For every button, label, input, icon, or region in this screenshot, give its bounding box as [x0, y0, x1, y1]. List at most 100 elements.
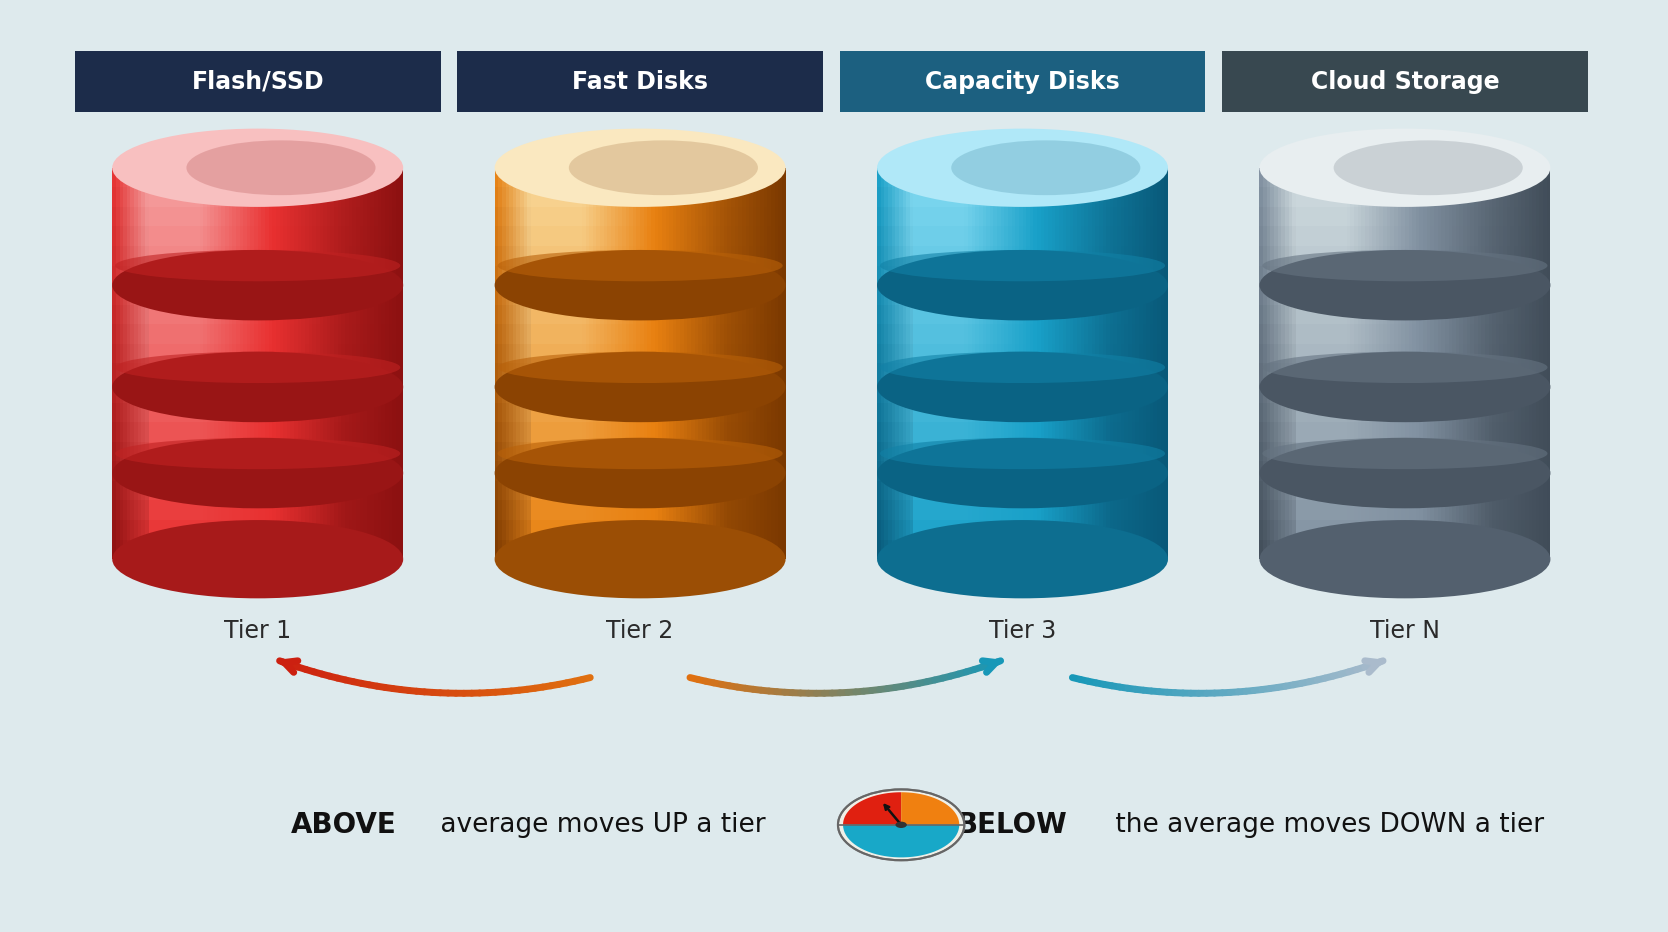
Polygon shape [305, 422, 309, 442]
Polygon shape [1259, 266, 1263, 285]
Polygon shape [1466, 520, 1471, 540]
Polygon shape [188, 461, 192, 481]
Polygon shape [1379, 461, 1383, 481]
Polygon shape [148, 187, 152, 207]
Polygon shape [1161, 285, 1164, 305]
Polygon shape [1339, 520, 1343, 540]
Polygon shape [229, 363, 232, 383]
Polygon shape [1343, 442, 1346, 461]
Polygon shape [142, 540, 145, 559]
Polygon shape [1078, 305, 1081, 324]
Polygon shape [1029, 461, 1034, 481]
Polygon shape [1398, 207, 1401, 226]
Polygon shape [662, 324, 666, 344]
Polygon shape [585, 344, 589, 363]
Polygon shape [1314, 246, 1318, 266]
Polygon shape [127, 168, 130, 187]
Polygon shape [309, 168, 312, 187]
Polygon shape [749, 461, 752, 481]
Polygon shape [739, 187, 742, 207]
Polygon shape [377, 187, 382, 207]
Polygon shape [148, 168, 152, 187]
Polygon shape [1124, 481, 1128, 500]
Polygon shape [1149, 520, 1154, 540]
Polygon shape [1124, 500, 1128, 520]
Polygon shape [1284, 481, 1289, 500]
Polygon shape [133, 461, 138, 481]
Polygon shape [1518, 324, 1521, 344]
Polygon shape [1139, 363, 1143, 383]
Polygon shape [155, 344, 160, 363]
Polygon shape [1506, 305, 1511, 324]
Polygon shape [327, 403, 330, 422]
Polygon shape [1266, 207, 1271, 226]
Polygon shape [130, 285, 133, 305]
Polygon shape [1084, 226, 1088, 246]
Polygon shape [906, 266, 909, 285]
Polygon shape [370, 168, 374, 187]
Polygon shape [148, 266, 152, 285]
Polygon shape [619, 246, 622, 266]
Polygon shape [173, 363, 178, 383]
Text: Tier N: Tier N [1369, 619, 1439, 643]
Polygon shape [345, 187, 349, 207]
Polygon shape [906, 168, 909, 187]
Polygon shape [727, 383, 731, 403]
Polygon shape [1324, 363, 1328, 383]
Polygon shape [280, 324, 284, 344]
Polygon shape [767, 461, 771, 481]
Polygon shape [982, 266, 986, 285]
Polygon shape [1296, 540, 1299, 559]
Polygon shape [1001, 246, 1004, 266]
Polygon shape [207, 266, 210, 285]
Polygon shape [235, 246, 240, 266]
Polygon shape [1051, 246, 1056, 266]
Polygon shape [585, 324, 589, 344]
Polygon shape [757, 383, 761, 403]
Polygon shape [512, 285, 517, 305]
Polygon shape [1314, 520, 1318, 540]
Polygon shape [691, 520, 694, 540]
Polygon shape [334, 207, 337, 226]
Polygon shape [275, 403, 280, 422]
Polygon shape [345, 383, 349, 403]
Polygon shape [330, 500, 334, 520]
Polygon shape [309, 305, 312, 324]
Polygon shape [746, 481, 749, 500]
Polygon shape [182, 520, 185, 540]
Polygon shape [752, 344, 757, 363]
Polygon shape [138, 442, 142, 461]
Polygon shape [774, 540, 779, 559]
Polygon shape [262, 383, 265, 403]
Polygon shape [1146, 363, 1149, 383]
Polygon shape [614, 187, 619, 207]
Polygon shape [626, 266, 629, 285]
Polygon shape [589, 324, 592, 344]
Polygon shape [677, 500, 681, 520]
Polygon shape [1259, 403, 1263, 422]
Polygon shape [352, 422, 355, 442]
Polygon shape [982, 168, 986, 187]
Polygon shape [1481, 500, 1485, 520]
Polygon shape [1444, 500, 1448, 520]
Polygon shape [367, 500, 370, 520]
Polygon shape [272, 187, 275, 207]
Polygon shape [967, 324, 971, 344]
Polygon shape [112, 481, 115, 500]
Polygon shape [127, 520, 130, 540]
Polygon shape [1278, 481, 1281, 500]
Polygon shape [1314, 442, 1318, 461]
Polygon shape [742, 403, 746, 422]
Polygon shape [1481, 383, 1485, 403]
Polygon shape [1354, 500, 1358, 520]
Polygon shape [229, 324, 232, 344]
Polygon shape [672, 324, 677, 344]
Polygon shape [1525, 481, 1528, 500]
Polygon shape [327, 324, 330, 344]
Polygon shape [1540, 187, 1543, 207]
Polygon shape [1419, 500, 1423, 520]
Polygon shape [235, 363, 240, 383]
Polygon shape [717, 363, 721, 383]
Polygon shape [1346, 344, 1351, 363]
Polygon shape [1303, 266, 1306, 285]
